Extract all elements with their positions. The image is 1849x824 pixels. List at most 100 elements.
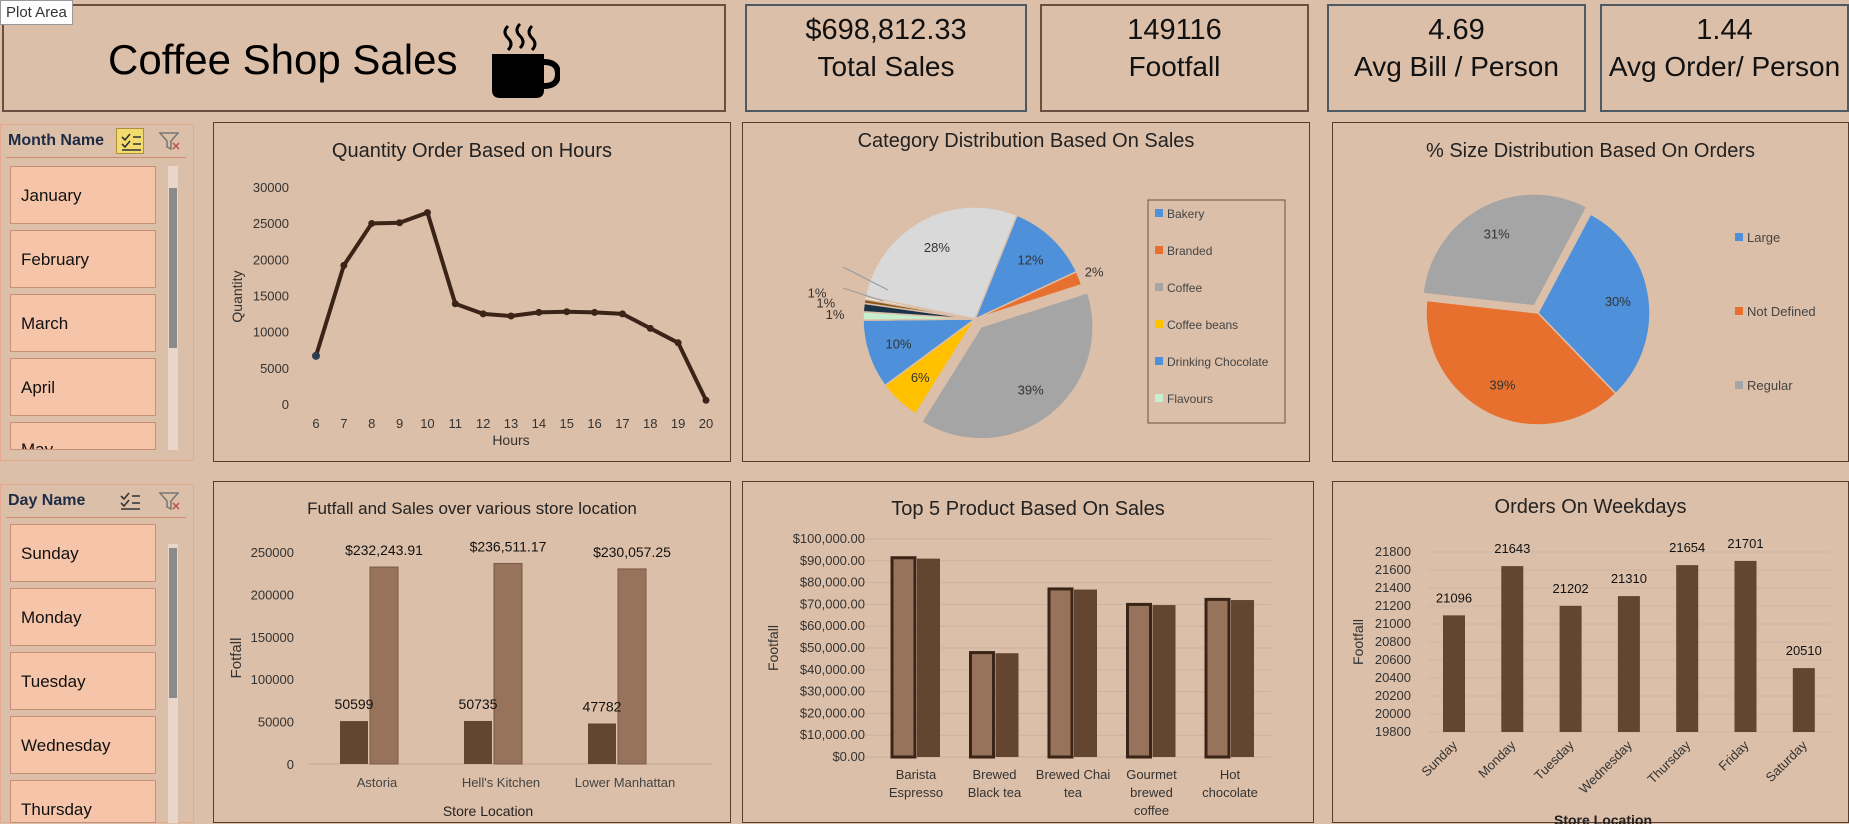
data-point	[507, 312, 515, 320]
data-label: $230,057.25	[593, 544, 671, 560]
bar	[1617, 596, 1640, 732]
legend-label: Regular	[1747, 378, 1793, 393]
x-tick-label: 14	[532, 416, 546, 431]
bar	[1676, 565, 1699, 732]
kpi-value: 149116	[1127, 14, 1222, 46]
slicer-item-march[interactable]: March	[10, 294, 156, 352]
legend-label: Coffee beans	[1167, 318, 1238, 332]
bar	[1734, 560, 1757, 732]
slicer-item-monday[interactable]: Monday	[10, 588, 156, 646]
slicer-item-january[interactable]: January	[10, 166, 156, 224]
y-tick-label: $60,000.00	[800, 618, 865, 633]
data-label: 47782	[583, 698, 622, 714]
slicer-item-february[interactable]: February	[10, 230, 156, 288]
x-tick-label: 15	[559, 416, 573, 431]
slicer-item-tuesday[interactable]: Tuesday	[10, 652, 156, 710]
x-axis-label: Hours	[492, 432, 529, 448]
title-banner	[2, 4, 726, 112]
legend-label: Bakery	[1167, 207, 1204, 221]
x-tick-label: chocolate	[1202, 785, 1258, 800]
legend-swatch	[1155, 320, 1163, 328]
y-tick-label: $70,000.00	[800, 596, 865, 611]
y-tick-label: $30,000.00	[800, 684, 865, 699]
data-point	[591, 308, 599, 316]
page-title: Coffee Shop Sales	[108, 36, 458, 83]
chart-top-products: Top 5 Product Based On Sales $0.00 $10,00…	[742, 481, 1314, 823]
x-tick-label: Hot	[1220, 767, 1241, 782]
data-label: 21643	[1494, 541, 1530, 556]
chart-quantity-by-hour: Quantity Order Based on Hours 0 5000 10000…	[213, 122, 731, 462]
bar	[1792, 668, 1815, 732]
x-tick-label: Tuesday	[1531, 737, 1577, 783]
y-tick-label: $10,000.00	[800, 727, 865, 742]
data-point	[312, 351, 320, 360]
x-tick-label: 20	[699, 416, 713, 431]
bar-series-2	[1231, 600, 1254, 757]
clear-filter-icon[interactable]	[158, 490, 182, 517]
y-tick-label: 5000	[260, 361, 289, 376]
slicer-item-wednesday[interactable]: Wednesday	[10, 716, 156, 774]
legend-swatch	[1155, 246, 1163, 254]
slice-label: 1%	[808, 286, 827, 301]
slice-label: 1%	[826, 307, 845, 322]
multi-select-icon[interactable]	[116, 128, 144, 154]
x-tick-label: Monday	[1475, 737, 1519, 781]
bar-footfall	[464, 720, 492, 764]
legend-swatch	[1155, 357, 1163, 365]
slice-label: 31%	[1484, 227, 1510, 242]
x-tick-label: 8	[368, 416, 375, 431]
clear-filter-icon[interactable]	[158, 130, 182, 157]
y-tick-label: 200000	[251, 587, 294, 602]
plot-area-tooltip: Plot Area	[0, 0, 73, 25]
data-point	[451, 300, 459, 308]
pie-slice	[1422, 193, 1588, 307]
data-point	[368, 219, 376, 227]
multi-select-icon[interactable]	[116, 488, 144, 519]
kpi-label: Footfall	[1128, 51, 1221, 82]
data-point	[563, 308, 571, 316]
pie-slice	[1425, 299, 1617, 426]
x-tick-label: 13	[504, 416, 518, 431]
slice-label: 28%	[924, 240, 950, 255]
slicer-item-may[interactable]: May	[10, 422, 156, 450]
leader-line	[842, 287, 884, 302]
x-axis-label: Store Location	[1554, 812, 1652, 824]
data-label: 50735	[459, 696, 498, 712]
y-tick-label: 21600	[1375, 562, 1411, 577]
bar	[1559, 605, 1582, 732]
legend-box	[1147, 199, 1286, 424]
chart-orders-weekdays: Orders On Weekdays 19800 20000 20200 20400 2…	[1332, 481, 1849, 824]
x-tick-label: 7	[340, 416, 347, 431]
bar-series-2	[1152, 605, 1176, 757]
y-tick-label: 20000	[253, 252, 289, 267]
slicer-item-thursday[interactable]: Thursday	[10, 780, 156, 823]
data-label: 21701	[1727, 536, 1763, 551]
day-scrollbar-thumb[interactable]	[169, 548, 177, 698]
slicer-item-april[interactable]: April	[10, 358, 156, 416]
bar-series-2	[1074, 589, 1097, 757]
x-tick-label: brewed	[1130, 785, 1173, 800]
chart-title: Quantity Order Based on Hours	[331, 140, 613, 162]
pie-slice	[974, 270, 1083, 320]
x-tick-label: 9	[396, 416, 403, 431]
legend-swatch	[1155, 394, 1163, 402]
x-tick-label: Brewed Chai	[1036, 767, 1111, 782]
month-scrollbar-thumb[interactable]	[169, 188, 177, 348]
slicer-item-sunday[interactable]: Sunday	[10, 524, 156, 582]
bar	[1443, 615, 1465, 732]
data-point	[423, 209, 431, 217]
kpi-value: 4.69	[1428, 14, 1485, 46]
chart-title: Orders On Weekdays	[1494, 496, 1687, 518]
chart-store-location: Futfall and Sales over various store loc…	[213, 481, 731, 823]
y-tick-label: 100000	[251, 672, 294, 687]
bar-series-2	[917, 558, 940, 757]
x-tick-label: Saturday	[1763, 737, 1811, 785]
x-tick-label: Brewed	[972, 767, 1016, 782]
x-tick-label: 11	[449, 416, 463, 431]
x-tick-label: 6	[312, 416, 319, 431]
bar-series-1	[1047, 587, 1074, 759]
x-tick-label: Gourmet	[1126, 767, 1177, 782]
y-tick-label: 21400	[1375, 580, 1411, 595]
x-tick-label: 16	[587, 416, 601, 431]
bar-series-1	[1204, 597, 1231, 759]
